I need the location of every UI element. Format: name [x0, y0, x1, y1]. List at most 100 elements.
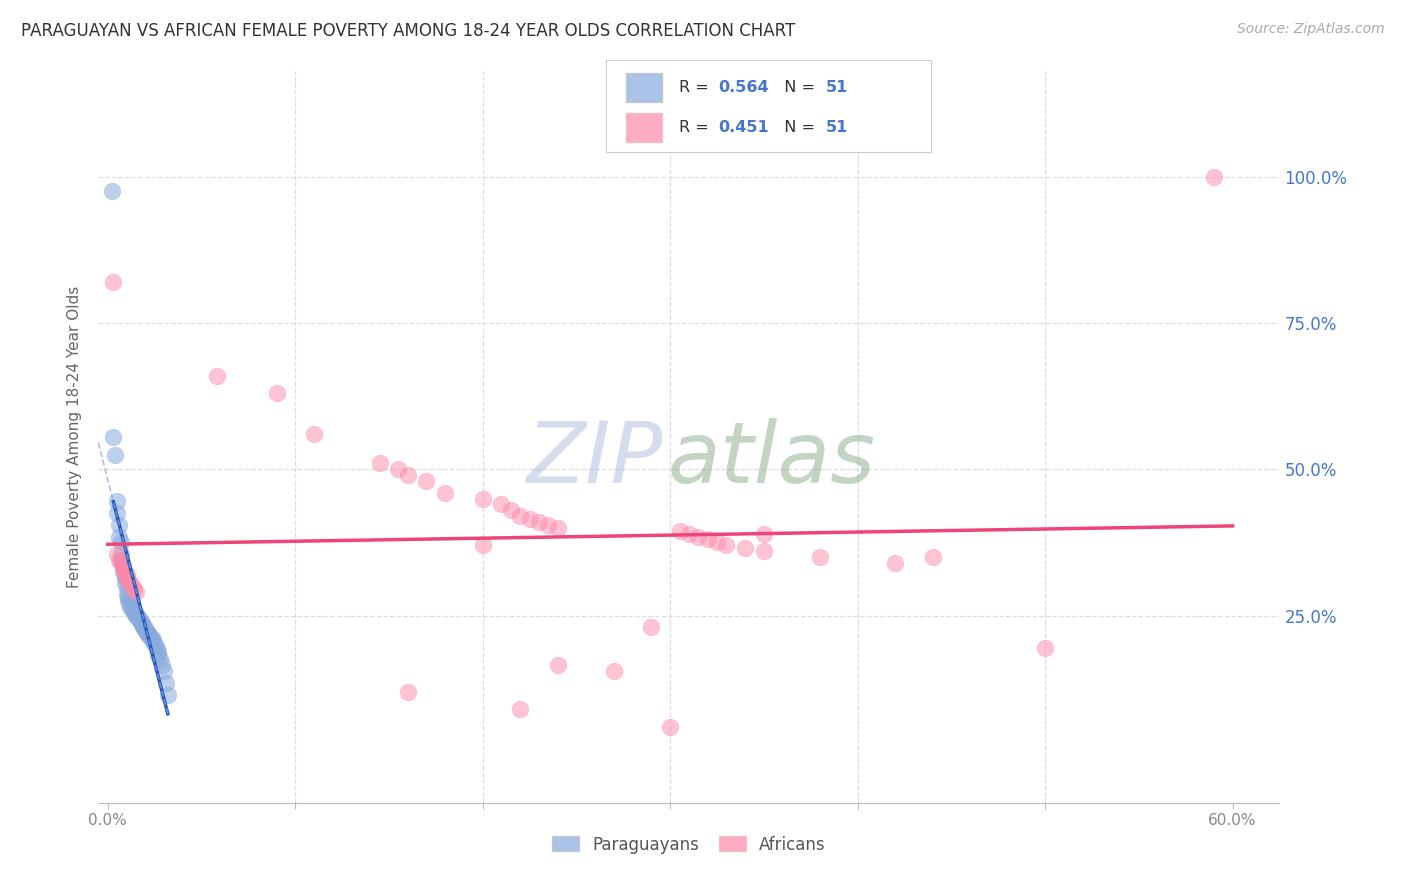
Point	[527, 515, 550, 529]
Point	[603, 664, 626, 678]
Point	[678, 526, 700, 541]
Point	[120, 576, 142, 591]
Point	[150, 658, 173, 673]
Point	[105, 547, 128, 561]
Point	[734, 541, 756, 556]
Point	[111, 558, 134, 573]
Point	[115, 588, 138, 602]
Point	[122, 582, 145, 597]
Point	[142, 632, 165, 646]
Point	[266, 386, 288, 401]
Point	[128, 615, 150, 629]
Point	[716, 538, 738, 552]
Point	[148, 648, 170, 663]
Point	[103, 430, 125, 444]
Text: PARAGUAYAN VS AFRICAN FEMALE POVERTY AMONG 18-24 YEAR OLDS CORRELATION CHART: PARAGUAYAN VS AFRICAN FEMALE POVERTY AMO…	[21, 22, 796, 40]
Point	[696, 533, 718, 547]
Point	[302, 427, 325, 442]
Point	[143, 638, 166, 652]
Point	[145, 640, 167, 655]
Point	[100, 184, 122, 198]
Text: R =: R =	[679, 120, 714, 135]
Point	[1202, 169, 1225, 184]
Point	[115, 570, 138, 584]
Point	[115, 582, 138, 597]
Text: 0.451: 0.451	[718, 120, 769, 135]
Point	[156, 688, 179, 702]
Point	[120, 597, 142, 611]
Point	[148, 645, 170, 659]
Point	[105, 506, 128, 520]
Point	[117, 594, 139, 608]
Y-axis label: Female Poverty Among 18-24 Year Olds: Female Poverty Among 18-24 Year Olds	[67, 286, 83, 588]
Point	[136, 624, 159, 639]
Point	[108, 553, 131, 567]
Point	[499, 503, 522, 517]
Point	[110, 535, 132, 549]
Point	[688, 530, 710, 544]
Point	[127, 609, 149, 624]
Point	[115, 567, 138, 582]
Text: ZIP: ZIP	[527, 417, 664, 500]
Point	[108, 530, 131, 544]
Point	[125, 608, 148, 623]
Point	[387, 462, 409, 476]
Point	[108, 517, 131, 532]
Point	[111, 565, 134, 579]
Point	[509, 702, 531, 716]
Point	[103, 275, 125, 289]
Point	[706, 535, 728, 549]
Point	[125, 607, 148, 622]
Point	[125, 585, 148, 599]
Point	[114, 576, 136, 591]
Point	[131, 615, 153, 630]
Text: 51: 51	[825, 80, 848, 95]
Text: 51: 51	[825, 120, 848, 135]
Point	[122, 604, 145, 618]
Point	[752, 544, 775, 558]
Point	[132, 620, 155, 634]
Point	[519, 512, 541, 526]
Point	[205, 368, 228, 383]
Point	[808, 549, 831, 564]
Point	[415, 474, 437, 488]
Text: N =: N =	[773, 120, 820, 135]
Point	[117, 591, 139, 605]
Point	[110, 556, 132, 570]
Point	[1033, 640, 1056, 655]
Point	[104, 448, 127, 462]
Point	[142, 635, 165, 649]
Point	[105, 494, 128, 508]
Point	[114, 570, 136, 584]
Point	[138, 629, 160, 643]
Text: N =: N =	[773, 80, 820, 95]
FancyBboxPatch shape	[626, 73, 662, 103]
Point	[396, 684, 419, 698]
Point	[471, 538, 494, 552]
Text: 0.564: 0.564	[718, 80, 769, 95]
Point	[122, 606, 145, 620]
Point	[396, 468, 419, 483]
Point	[153, 664, 176, 678]
FancyBboxPatch shape	[606, 61, 931, 152]
Point	[547, 658, 569, 673]
Point	[537, 517, 560, 532]
Point	[121, 601, 143, 615]
Point	[131, 617, 153, 632]
FancyBboxPatch shape	[626, 112, 662, 142]
Point	[121, 579, 143, 593]
Point	[134, 623, 156, 637]
Text: Source: ZipAtlas.com: Source: ZipAtlas.com	[1237, 22, 1385, 37]
Point	[110, 553, 132, 567]
Point	[127, 611, 149, 625]
Point	[138, 627, 160, 641]
Point	[117, 574, 139, 588]
Point	[921, 549, 943, 564]
Point	[136, 626, 159, 640]
Point	[752, 526, 775, 541]
Point	[134, 622, 156, 636]
Text: R =: R =	[679, 80, 714, 95]
Point	[471, 491, 494, 506]
Point	[640, 620, 662, 634]
Text: atlas: atlas	[668, 417, 876, 500]
